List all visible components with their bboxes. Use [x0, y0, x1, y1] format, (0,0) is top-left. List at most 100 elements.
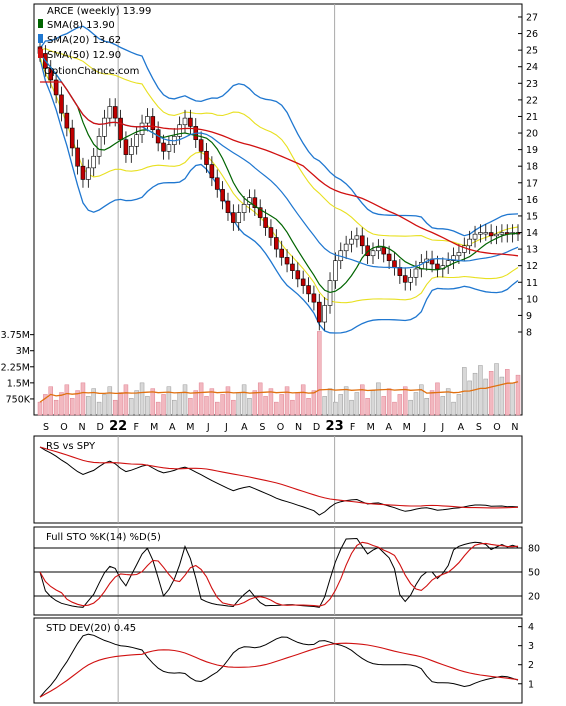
- volume-bar-42: [263, 396, 268, 416]
- volume-bar-64: [381, 396, 386, 416]
- price-panel-frame: [33, 3, 523, 416]
- price-tick-label-6: 14: [526, 228, 538, 239]
- candle-body-77: [451, 255, 456, 262]
- bollinger-inner-lower: [39, 56, 519, 304]
- volume-bar-8: [80, 382, 86, 416]
- legend: ARCE (weekly) 13.99 SMA(8) 13.90 SMA(20)…: [38, 6, 151, 77]
- volume-bar-22: [155, 401, 161, 416]
- month-label-4: 22: [109, 419, 127, 434]
- volume-bar-68: [402, 386, 408, 416]
- volume-bar-89: [515, 374, 521, 416]
- candle-body-57: [343, 243, 349, 252]
- candle-body-41: [257, 207, 263, 218]
- volume-bar-2: [48, 386, 53, 416]
- volume-bar-35: [225, 386, 231, 416]
- stochastic-series: [39, 537, 519, 608]
- volume-bar-80: [467, 380, 472, 416]
- volume-bar-47: [290, 399, 295, 416]
- volume-bar-28: [188, 398, 193, 416]
- volume-bar-30: [198, 382, 204, 416]
- volume-average: [39, 381, 519, 403]
- candle-body-11: [96, 136, 102, 157]
- month-label-23: A: [458, 422, 465, 433]
- price-tick-label-19: 27: [526, 12, 538, 23]
- volume-bar-5: [64, 384, 70, 416]
- std-tick-label-0: 1: [528, 679, 534, 690]
- price-tick-label-2: 10: [526, 294, 538, 305]
- stddev-average: [39, 642, 519, 698]
- candle-body-2: [48, 68, 54, 81]
- watermark: OptionChance.com: [44, 66, 139, 77]
- rs-line: [39, 446, 519, 516]
- month-label-0: S: [43, 422, 49, 433]
- candle-body-15: [118, 117, 123, 140]
- volume-bar-7: [75, 390, 80, 416]
- legend-sma8: SMA(8) 13.90: [47, 20, 115, 31]
- price-tick-label-10: 18: [526, 162, 538, 173]
- candle-body-31: [204, 150, 209, 165]
- month-label-10: J: [224, 422, 228, 433]
- price-tick-label-0: 8: [526, 328, 532, 339]
- legend-sma50: SMA(50) 12.90: [47, 50, 121, 61]
- month-label-12: S: [259, 422, 265, 433]
- month-label-15: D: [313, 422, 320, 433]
- month-label-19: A: [385, 422, 392, 433]
- candle-body-59: [354, 235, 360, 240]
- legend-sma20: SMA(20) 13.62: [47, 35, 121, 46]
- candle-body-43: [268, 227, 274, 238]
- candle-body-47: [290, 263, 295, 271]
- volume-bar-62: [370, 390, 376, 416]
- stddev-line: [39, 633, 519, 698]
- volume-bar-84: [488, 371, 494, 416]
- volume-bar-0: [37, 401, 43, 416]
- volume-bar-24: [166, 386, 172, 416]
- candle-body-37: [236, 212, 242, 223]
- volume-bar-52: [317, 331, 322, 416]
- candle-body-68: [402, 275, 408, 283]
- volume-bar-63: [376, 382, 381, 416]
- sto-panel-frame: [33, 526, 523, 616]
- sma8-line: [39, 53, 519, 294]
- volume-tick-label-2: 2.25M: [1, 362, 30, 373]
- volume-bar-31: [204, 396, 209, 416]
- volume-bar-44: [274, 401, 279, 416]
- volume-bar-86: [499, 376, 505, 416]
- volume-bar-21: [150, 388, 156, 416]
- candle-body-78: [456, 252, 462, 257]
- volume-bar-17: [129, 398, 134, 416]
- month-label-26: N: [511, 422, 518, 433]
- volume-bar-55: [333, 401, 338, 416]
- month-label-11: A: [241, 422, 248, 433]
- price-tick-label-1: 9: [526, 311, 532, 322]
- volume-bar-26: [177, 392, 182, 416]
- candle-body-50: [306, 285, 311, 295]
- candle-body-46: [284, 257, 290, 265]
- sto-k-line: [39, 537, 519, 608]
- volume-bar-59: [354, 392, 360, 416]
- sto-tick-label-1: 50: [528, 568, 540, 579]
- month-label-22: J: [440, 422, 444, 433]
- rs-panel-frame: [33, 435, 523, 524]
- volume-bar-58: [349, 399, 354, 416]
- volume-bar-45: [279, 394, 284, 416]
- volume-bar-43: [268, 388, 274, 416]
- rs-panel-title: RS vs SPY: [46, 441, 96, 452]
- candle-body-85: [494, 233, 499, 237]
- month-label-25: O: [493, 422, 500, 433]
- rs-series: [39, 446, 519, 516]
- candle-body-60: [359, 235, 365, 247]
- candle-body-3: [53, 79, 59, 96]
- candle-body-86: [499, 232, 505, 235]
- price-tick-label-4: 12: [526, 261, 538, 272]
- volume-bar-29: [193, 390, 198, 416]
- candle-body-80: [467, 238, 472, 247]
- volume-bar-77: [451, 401, 456, 416]
- candle-body-63: [376, 247, 381, 252]
- sto-d-line: [39, 541, 519, 607]
- volume-bar-72: [424, 398, 429, 416]
- price-tick-label-13: 21: [526, 112, 538, 123]
- price-tick-label-16: 24: [526, 62, 538, 73]
- volume-bar-23: [161, 394, 166, 416]
- volume-bar-6: [69, 398, 75, 416]
